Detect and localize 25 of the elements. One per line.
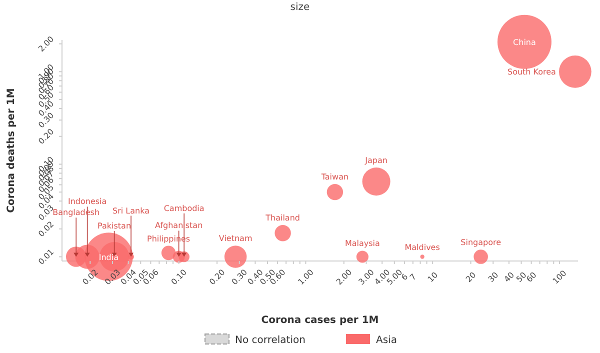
x-tick-label: 100: [551, 268, 568, 286]
annotation: South Korea: [507, 68, 556, 77]
annotation: Taiwan: [320, 172, 349, 182]
y-axis-title: Corona deaths per 1M: [6, 88, 17, 213]
annotation: Sri Lanka: [112, 206, 150, 216]
x-tick-label: 10: [426, 270, 440, 284]
annotation: Japan: [364, 156, 388, 166]
annotation: Indonesia: [68, 197, 107, 206]
annotation: Vietnam: [218, 234, 252, 244]
x-tick-label: 30: [486, 270, 500, 284]
annotation: China: [513, 38, 536, 47]
annotation: Maldives: [404, 243, 440, 252]
annotation: Thailand: [264, 214, 300, 223]
annotation: Singapore: [460, 238, 502, 248]
annotation: Pakistan: [98, 221, 132, 230]
x-tick-label: 40: [502, 270, 516, 284]
x-tick-label: 20: [464, 270, 478, 284]
annotation: Cambodia: [164, 204, 204, 213]
x-axis-title: Corona cases per 1M: [261, 315, 379, 326]
legend-label: No correlation: [235, 335, 306, 346]
legend-label: Asia: [376, 335, 397, 346]
x-tick-label: 7: [408, 272, 418, 282]
chart-title: size: [290, 2, 310, 13]
annotation: Malaysia: [344, 239, 380, 248]
annotation: India: [98, 252, 119, 262]
